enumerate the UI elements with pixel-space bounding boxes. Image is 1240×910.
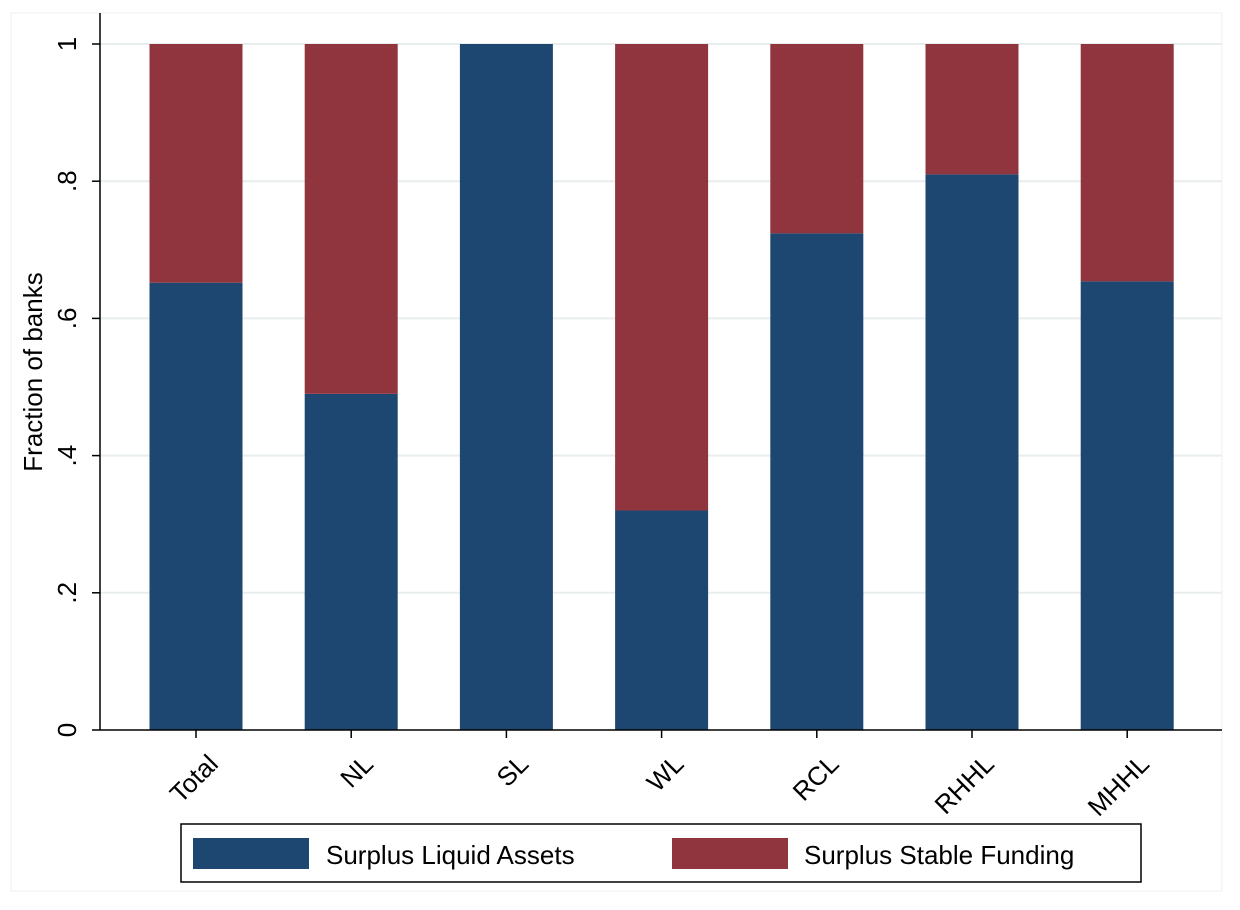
- outer-frame: [10, 12, 1223, 892]
- legend-swatch: [672, 838, 788, 869]
- bar-segment-liquid-assets: [459, 44, 553, 730]
- y-axis-label: Fraction of banks: [18, 272, 48, 471]
- y-tick-label: .6: [52, 308, 82, 330]
- y-tick-label: .2: [52, 582, 82, 604]
- bar-segment-stable-funding: [149, 44, 243, 283]
- y-tick-label: .8: [52, 170, 82, 192]
- bar-segment-stable-funding: [304, 44, 398, 394]
- legend-label: Surplus Liquid Assets: [326, 840, 575, 870]
- bar-segment-stable-funding: [925, 44, 1019, 175]
- legend-box: [180, 823, 1142, 883]
- bar-segment-stable-funding: [1080, 44, 1174, 282]
- y-tick-label: 0: [52, 723, 82, 737]
- y-tick-label: .4: [52, 445, 82, 467]
- bars: [149, 44, 1174, 731]
- bar-segment-liquid-assets: [925, 174, 1019, 731]
- bar-segment-liquid-assets: [615, 510, 709, 730]
- y-ticks: 0 .2 .4 .6 .8 1: [52, 37, 100, 737]
- bar-segment-liquid-assets: [304, 393, 398, 730]
- bar-segment-stable-funding: [615, 44, 709, 511]
- legend: Surplus Liquid Assets Surplus Stable Fund…: [180, 823, 1142, 883]
- bar-segment-liquid-assets: [1080, 281, 1174, 730]
- bar-segment-liquid-assets: [149, 282, 243, 730]
- y-tick-label: 1: [52, 37, 82, 51]
- bar-segment-stable-funding: [770, 44, 864, 234]
- legend-swatch: [193, 838, 309, 869]
- legend-label: Surplus Stable Funding: [804, 840, 1074, 870]
- bar-segment-liquid-assets: [770, 233, 864, 730]
